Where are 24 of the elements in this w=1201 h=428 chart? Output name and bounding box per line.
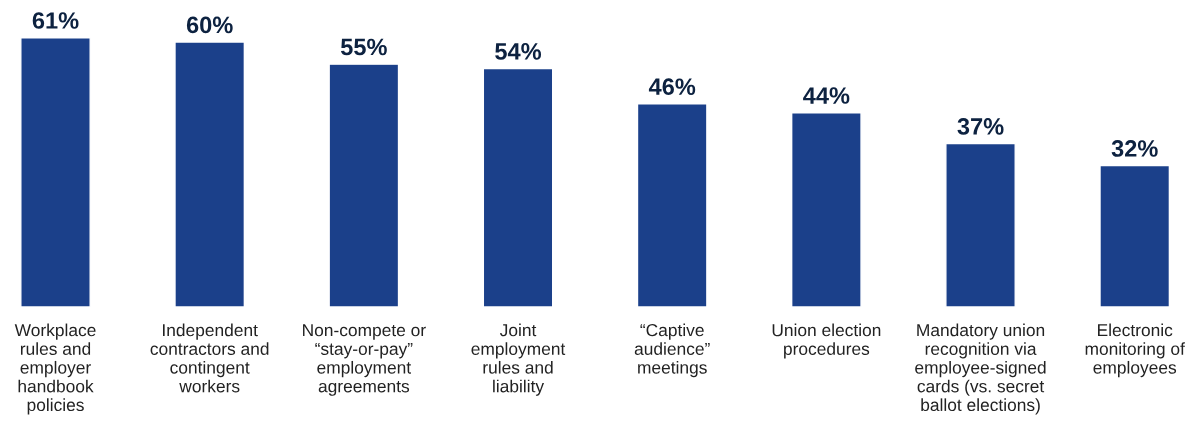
x-tick-label: “Captive audience” meetings xyxy=(634,323,710,378)
bar xyxy=(1099,164,1171,307)
data-label: 55% xyxy=(340,38,387,56)
data-label: 44% xyxy=(803,87,850,104)
x-tick-label: Joint employment rules and liability xyxy=(471,323,566,396)
x-tick-label: Non-compete or “stay-or-pay” employment agreements xyxy=(303,324,426,396)
bar xyxy=(20,36,91,307)
x-tick-label: Independent contractors and contingent workers xyxy=(150,323,269,393)
bar xyxy=(482,67,554,307)
data-label: 46% xyxy=(648,78,696,96)
data-label: 61% xyxy=(32,12,79,29)
data-label: 54% xyxy=(495,43,542,60)
x-tick-label: Electronic monitoring of employees xyxy=(1085,323,1185,378)
bar xyxy=(945,142,1016,307)
x-tick-label: Union election procedures xyxy=(772,323,881,359)
data-label: 32% xyxy=(1111,140,1158,157)
bar xyxy=(328,63,400,307)
x-tick-label: Workplace rules and employer handbook policies xyxy=(14,323,96,415)
bar xyxy=(174,41,246,307)
bar xyxy=(636,103,708,307)
data-label: 60% xyxy=(186,16,233,34)
x-tick-label: Mandatory union recognition via employee-signed cards (vs. secret ballot elections) xyxy=(915,323,1046,415)
bar xyxy=(790,112,862,307)
data-label: 37% xyxy=(957,118,1004,135)
